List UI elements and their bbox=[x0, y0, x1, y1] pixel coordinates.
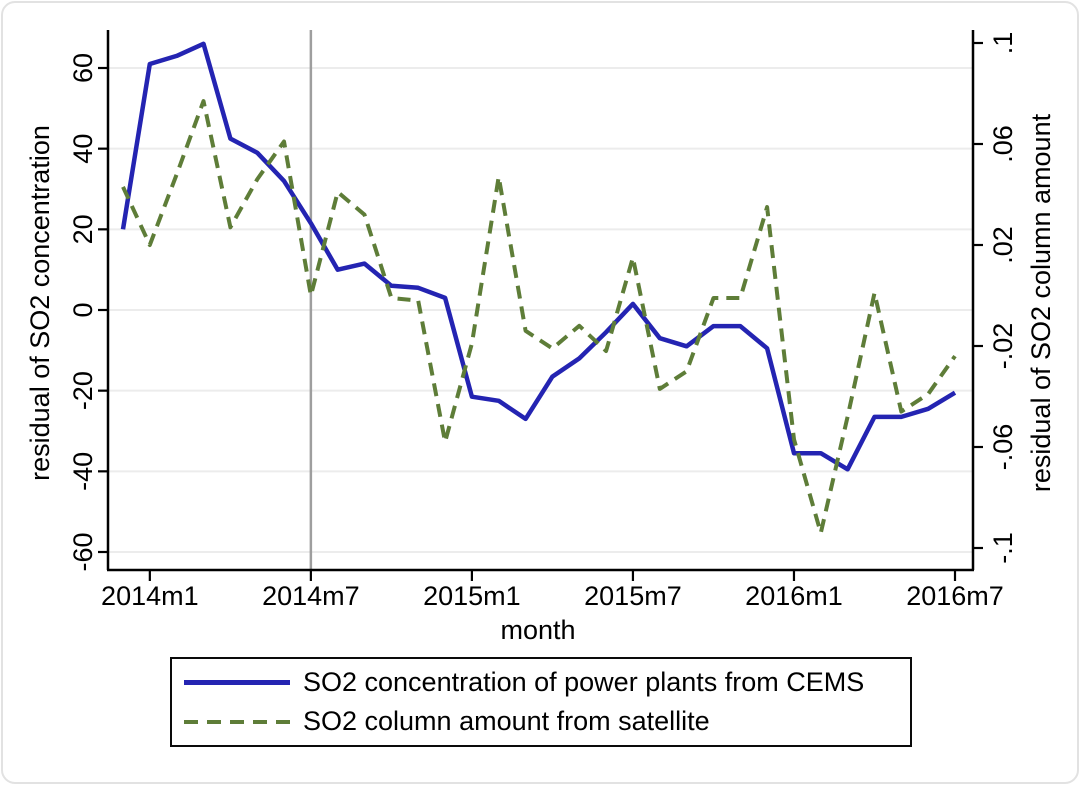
y-tick-label-right: .06 bbox=[988, 125, 1018, 163]
y-tick-label-left: -60 bbox=[68, 532, 98, 571]
legend-label-satellite: SO2 column amount from satellite bbox=[303, 706, 710, 736]
cems-line bbox=[120, 41, 957, 472]
x-tick-label: 2016m1 bbox=[745, 581, 843, 611]
legend-item-cems: SO2 concentration of power plants from C… bbox=[184, 667, 910, 699]
y-tick-label-right: -.06 bbox=[988, 424, 1018, 471]
x-axis: 2014m1 2014m7 2015m1 2015m7 2016m1 2016m7 bbox=[101, 570, 1004, 611]
left-axis-title: residual of SO2 concentration bbox=[25, 125, 55, 481]
y-tick-label-left: -40 bbox=[68, 452, 98, 491]
legend-item-satellite: SO2 column amount from satellite bbox=[184, 706, 910, 738]
satellite-line bbox=[121, 99, 957, 535]
y-tick-label-left: 0 bbox=[68, 302, 98, 317]
x-tick-label: 2015m7 bbox=[584, 581, 682, 611]
y-axis-left: 60 40 20 0 -20 -40 -60 bbox=[68, 53, 108, 572]
satellite-line-sample bbox=[184, 719, 290, 724]
y-tick-label-left: 40 bbox=[68, 134, 98, 164]
y-tick-label-left: 60 bbox=[68, 53, 98, 83]
legend-label-cems: SO2 concentration of power plants from C… bbox=[303, 667, 865, 697]
axes bbox=[106, 30, 975, 572]
right-axis-title: residual of SO2 column amount bbox=[1026, 113, 1056, 493]
y-tick-label-left: 20 bbox=[68, 214, 98, 244]
y-tick-label-right: .02 bbox=[988, 226, 1018, 264]
y-tick-label-right: .1 bbox=[988, 32, 1018, 55]
x-tick-label: 2014m7 bbox=[262, 581, 360, 611]
y-axis-right: .1 .06 .02 -.02 -.06 -.1 bbox=[973, 32, 1018, 564]
y-tick-label-left: -20 bbox=[68, 371, 98, 410]
y-tick-label-right: -.02 bbox=[988, 323, 1018, 370]
x-tick-label: 2015m1 bbox=[423, 581, 521, 611]
x-axis-title: month bbox=[500, 615, 576, 645]
x-tick-label: 2014m1 bbox=[101, 581, 199, 611]
cems-line-sample bbox=[184, 680, 290, 685]
y-tick-label-right: -.1 bbox=[988, 532, 1018, 564]
x-tick-label: 2016m7 bbox=[906, 581, 1004, 611]
legend: SO2 concentration of power plants from C… bbox=[170, 657, 912, 747]
